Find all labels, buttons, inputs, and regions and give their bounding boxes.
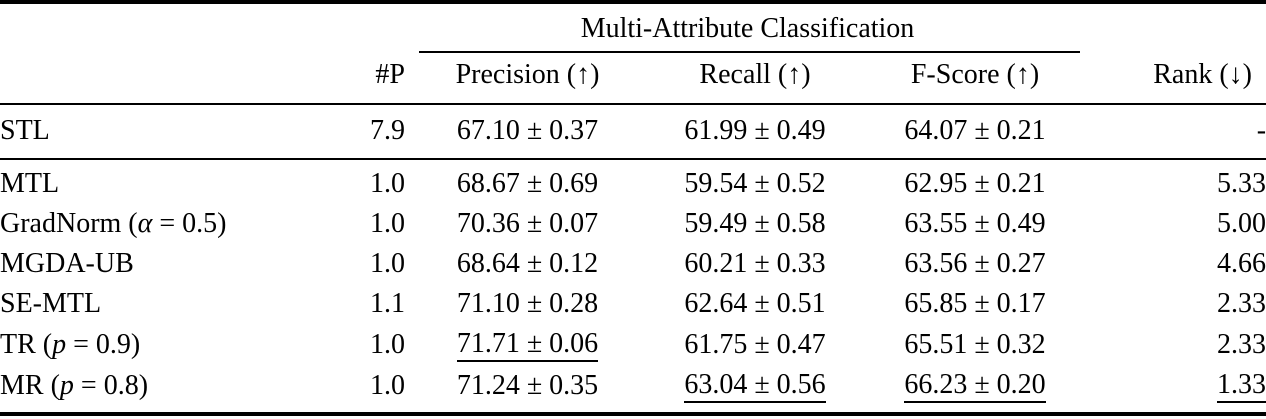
span-header-spacer-right <box>1090 2 1266 53</box>
method-label: GradNorm ( <box>0 208 138 239</box>
recall-value: 59.49 ± 0.58 <box>684 208 826 239</box>
precision-value: 71.10 ± 0.28 <box>456 288 599 319</box>
rank-value: 2.33 <box>1217 328 1266 360</box>
precision-value: 68.64 ± 0.12 <box>456 248 599 279</box>
recall-value: 59.54 ± 0.52 <box>684 168 826 199</box>
precision-value: 67.10 ± 0.37 <box>456 115 599 146</box>
col-header-fscore: F-Score (↑) <box>860 53 1091 105</box>
recall-value: 62.64 ± 0.51 <box>684 288 826 319</box>
rank-value: 5.00 <box>1217 208 1266 239</box>
precision-value: 68.67 ± 0.69 <box>456 168 599 199</box>
method-label: TR ( <box>0 328 53 360</box>
rank-value: 1.33 <box>1217 370 1266 403</box>
params-value: 1.0 <box>370 248 405 279</box>
col-header-rank: Rank (↓) <box>1090 53 1266 105</box>
fscore-value: 65.51 ± 0.32 <box>904 328 1046 360</box>
col-header-precision: Precision (↑) <box>405 53 650 105</box>
recall-value: 61.99 ± 0.49 <box>684 115 826 146</box>
method-math-var: p <box>52 328 67 360</box>
fscore-value: 63.56 ± 0.27 <box>904 248 1046 279</box>
rank-value: 2.33 <box>1217 288 1266 319</box>
method-math-var: p <box>59 369 74 401</box>
table-row-gradnorm: GradNorm (α = 0.5) 1.0 70.36 ± 0.07 59.4… <box>0 204 1266 244</box>
method-label: MGDA-UB <box>0 248 134 279</box>
span-header-cell: Multi-Attribute Classification <box>405 2 1090 53</box>
method-label: STL <box>0 115 50 146</box>
method-label-suffix: = 0.5) <box>152 208 227 239</box>
col-header-recall: Recall (↑) <box>650 53 860 105</box>
table-row-se-mtl: SE-MTL 1.1 71.10 ± 0.28 62.64 ± 0.51 65.… <box>0 284 1266 324</box>
method-math-var: α <box>137 208 153 239</box>
params-value: 1.1 <box>370 288 405 319</box>
params-value: 1.0 <box>370 168 405 199</box>
rank-value: 4.66 <box>1217 248 1266 279</box>
params-value: 1.0 <box>370 369 405 401</box>
table-row-mr: MR (p = 0.8) 1.0 71.24 ± 0.35 63.04 ± 0.… <box>0 365 1266 414</box>
method-label-suffix: = 0.8) <box>73 369 149 401</box>
col-header-method <box>0 53 335 105</box>
cmidrule <box>419 51 1081 53</box>
rank-value: 5.33 <box>1217 168 1266 199</box>
span-header-spacer <box>0 2 405 53</box>
table-row-mtl: MTL 1.0 68.67 ± 0.69 59.54 ± 0.52 62.95 … <box>0 159 1266 204</box>
recall-value: 61.75 ± 0.47 <box>684 328 826 360</box>
params-value: 1.0 <box>370 328 405 360</box>
method-label-suffix: = 0.9) <box>66 328 141 360</box>
method-label: MR ( <box>0 369 60 401</box>
span-header-title: Multi-Attribute Classification <box>580 13 915 44</box>
fscore-value: 64.07 ± 0.21 <box>904 115 1046 146</box>
column-header-row: #P Precision (↑) Recall (↑) F-Score (↑) … <box>0 53 1266 105</box>
recall-value: 63.04 ± 0.56 <box>684 370 826 403</box>
rank-value: - <box>1256 115 1266 146</box>
method-label: SE-MTL <box>0 288 102 319</box>
table-row-stl: STL 7.9 67.10 ± 0.37 61.99 ± 0.49 64.07 … <box>0 104 1266 160</box>
span-header-row: Multi-Attribute Classification <box>0 2 1266 53</box>
fscore-value: 62.95 ± 0.21 <box>904 168 1046 199</box>
precision-value: 71.71 ± 0.06 <box>456 329 599 362</box>
fscore-value: 65.85 ± 0.17 <box>904 288 1046 319</box>
method-label: MTL <box>0 168 60 199</box>
table-row-mgda-ub: MGDA-UB 1.0 68.64 ± 0.12 60.21 ± 0.33 63… <box>0 244 1266 284</box>
fscore-value: 66.23 ± 0.20 <box>904 370 1046 403</box>
precision-value: 70.36 ± 0.07 <box>456 208 599 239</box>
recall-value: 60.21 ± 0.33 <box>684 248 826 279</box>
params-value: 1.0 <box>370 208 405 239</box>
table-row-tr: TR (p = 0.9) 1.0 71.71 ± 0.06 61.75 ± 0.… <box>0 324 1266 365</box>
params-value: 7.9 <box>370 115 405 146</box>
precision-value: 71.24 ± 0.35 <box>456 369 599 401</box>
col-header-params: #P <box>335 53 405 105</box>
fscore-value: 63.55 ± 0.49 <box>904 208 1046 239</box>
